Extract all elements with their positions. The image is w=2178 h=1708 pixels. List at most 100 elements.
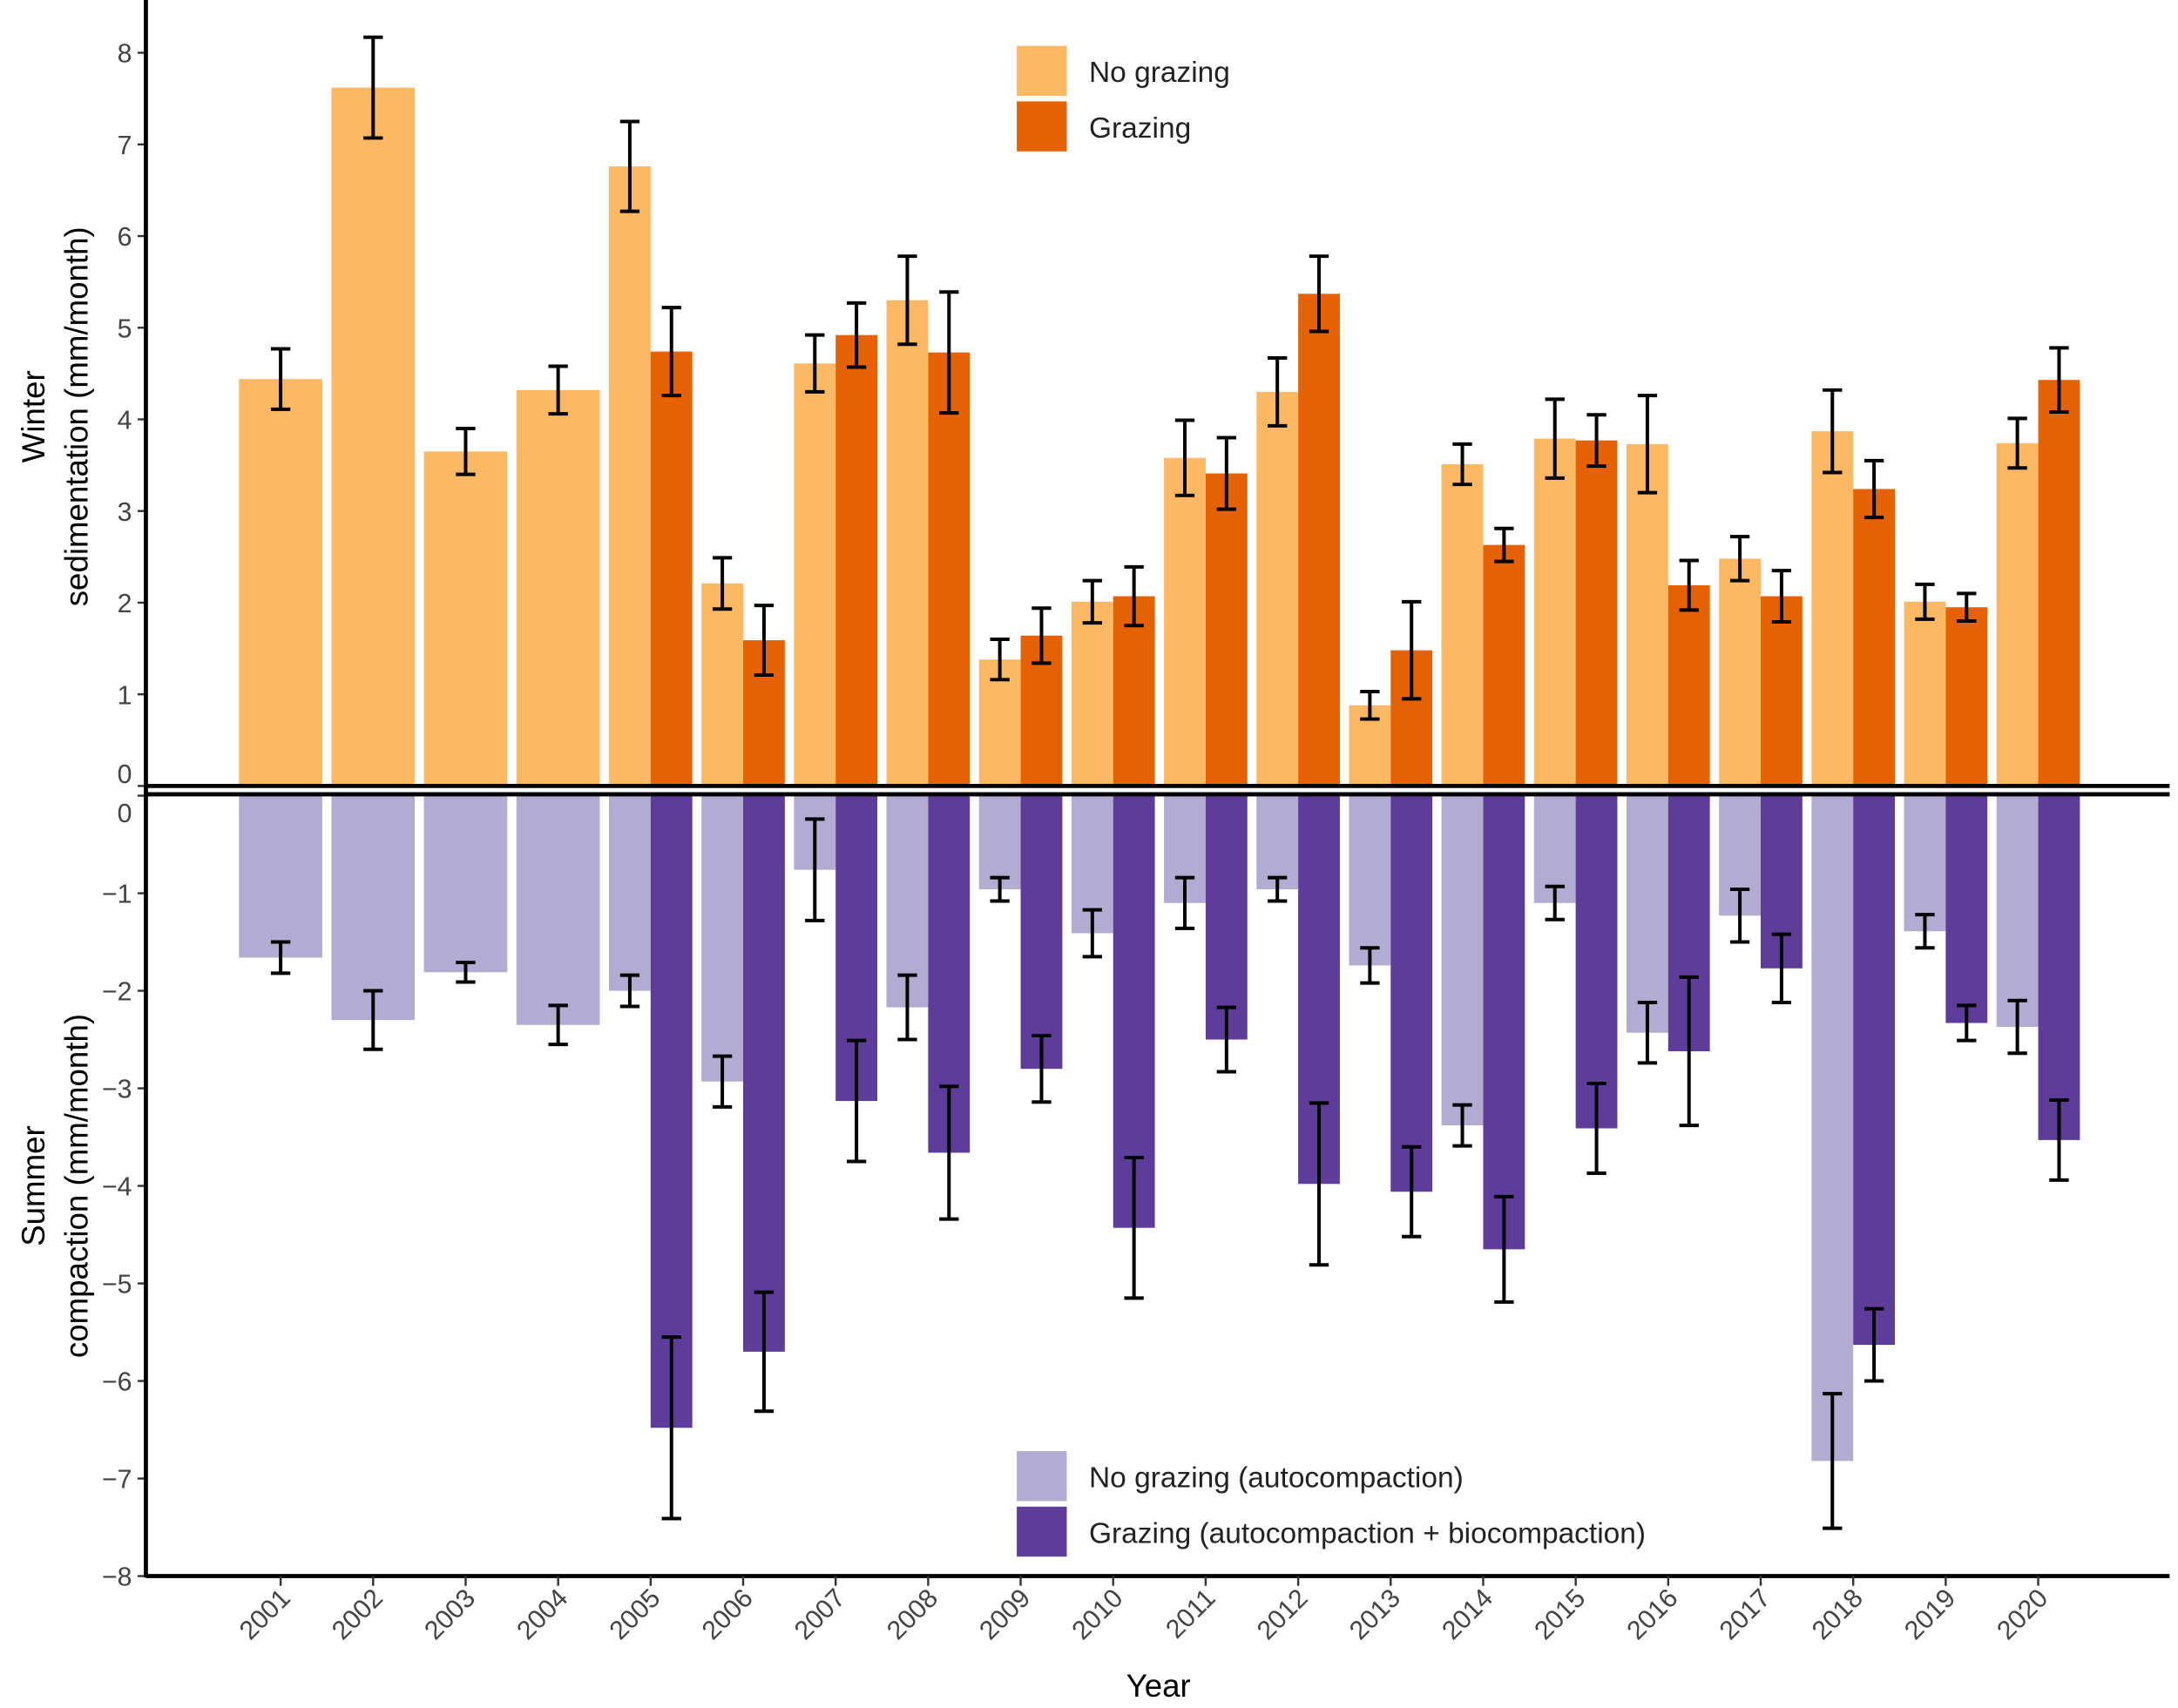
error-bar-summer-no-grazing-2001 (270, 940, 291, 976)
error-bar-summer-no-grazing-2012 (1268, 875, 1288, 903)
error-bar-winter-no-grazing-2006 (712, 556, 733, 611)
bar-winter-grazing-2012 (1298, 294, 1340, 786)
x-tick-label-2008: 2008 (882, 1583, 944, 1645)
legend-swatch-summer-1 (1017, 1506, 1067, 1557)
x-tick-label-2007: 2007 (789, 1583, 851, 1645)
error-bar-winter-grazing-2006 (754, 604, 774, 678)
y-tick-label-winter: 2 (118, 590, 132, 618)
x-tick-label-2018: 2018 (1807, 1583, 1869, 1645)
error-bar-winter-grazing-2020 (2049, 346, 2069, 415)
error-bar-winter-grazing-2009 (1032, 606, 1052, 665)
error-bar-summer-grazing-2015 (1586, 1081, 1606, 1175)
error-bar-winter-no-grazing-2001 (270, 347, 291, 411)
bar-summer-grazing-2013 (1390, 795, 1433, 1192)
bar-winter-no-grazing-2005 (609, 166, 651, 786)
error-bar-summer-no-grazing-2014 (1452, 1103, 1472, 1148)
y-tick-label-winter: 1 (118, 681, 132, 710)
error-bar-summer-grazing-2019 (1957, 1003, 1977, 1043)
error-bar-winter-grazing-2008 (939, 290, 959, 415)
error-bar-winter-grazing-2011 (1216, 435, 1236, 511)
bar-winter-grazing-2014 (1483, 544, 1525, 786)
error-bar-winter-no-grazing-2020 (2007, 416, 2027, 470)
bar-summer-no-grazing-2002 (331, 795, 416, 1021)
bar-winter-no-grazing-2002 (331, 87, 416, 786)
bar-winter-no-grazing-2011 (1164, 457, 1206, 786)
x-tick-label-2013: 2013 (1344, 1583, 1406, 1645)
legend-label-summer-0: No grazing (autocompaction) (1089, 1462, 1464, 1495)
error-bar-winter-no-grazing-2016 (1637, 394, 1658, 495)
y-axis-label-line: compaction (mm/month) (59, 1014, 95, 1358)
error-bar-winter-grazing-2005 (661, 306, 681, 398)
error-bar-winter-no-grazing-2013 (1360, 690, 1380, 721)
error-bar-summer-no-grazing-2008 (897, 973, 917, 1042)
bar-winter-no-grazing-2001 (239, 379, 322, 786)
y-tick-label-summer: −8 (102, 1563, 132, 1592)
y-axis-label-line: sedimentation (mm/month) (59, 226, 95, 606)
x-tick-label-2010: 2010 (1066, 1583, 1128, 1645)
error-bar-summer-no-grazing-2007 (805, 817, 825, 922)
error-bar-summer-grazing-2013 (1402, 1144, 1422, 1239)
error-bar-winter-no-grazing-2007 (805, 333, 825, 394)
error-bar-winter-no-grazing-2005 (619, 119, 640, 213)
y-tick-label-winter: 5 (118, 314, 132, 343)
error-bar-winter-no-grazing-2012 (1268, 355, 1288, 428)
bar-summer-grazing-2009 (1020, 795, 1063, 1070)
y-tick-label-summer: −2 (102, 978, 132, 1007)
bar-winter-grazing-2015 (1575, 440, 1618, 786)
y-tick-label-summer: −5 (102, 1271, 132, 1300)
error-bar-summer-no-grazing-2013 (1360, 946, 1380, 985)
error-bar-winter-grazing-2018 (1863, 458, 1884, 520)
x-tick-label-2011: 2011 (1160, 1583, 1221, 1644)
bar-winter-no-grazing-2019 (1904, 601, 1946, 786)
bar-winter-no-grazing-2006 (701, 583, 744, 786)
bar-summer-no-grazing-2018 (1811, 795, 1854, 1462)
bar-winter-no-grazing-2015 (1533, 438, 1576, 786)
error-bar-winter-grazing-2013 (1402, 599, 1422, 701)
error-bar-winter-grazing-2012 (1309, 254, 1329, 334)
bar-winter-no-grazing-2004 (516, 389, 600, 786)
legend-label-winter-0: No grazing (1089, 57, 1230, 89)
y-axis-label-line: Summer (16, 1125, 51, 1246)
error-bar-summer-grazing-2008 (939, 1084, 959, 1221)
error-bar-winter-no-grazing-2019 (1915, 582, 1935, 621)
error-bar-summer-no-grazing-2004 (548, 1003, 568, 1047)
bar-summer-no-grazing-2001 (239, 795, 322, 958)
error-bar-summer-grazing-2020 (2049, 1097, 2069, 1182)
error-bar-summer-no-grazing-2003 (456, 961, 476, 984)
bar-summer-grazing-2010 (1113, 795, 1155, 1228)
bar-summer-grazing-2019 (1945, 795, 1988, 1023)
error-bar-winter-grazing-2007 (846, 300, 867, 369)
bar-winter-no-grazing-2017 (1719, 558, 1762, 786)
error-bar-summer-grazing-2009 (1032, 1034, 1052, 1104)
bar-summer-no-grazing-2012 (1256, 795, 1299, 890)
bar-winter-no-grazing-2008 (886, 300, 929, 786)
error-bar-winter-no-grazing-2017 (1729, 535, 1750, 583)
error-bar-summer-grazing-2016 (1679, 975, 1699, 1128)
bar-summer-no-grazing-2019 (1904, 795, 1946, 932)
error-bar-winter-grazing-2019 (1957, 591, 1977, 623)
error-bar-winter-no-grazing-2015 (1545, 397, 1565, 480)
bar-summer-no-grazing-2020 (1996, 795, 2039, 1027)
error-bar-winter-no-grazing-2009 (990, 638, 1010, 682)
x-tick-label-2017: 2017 (1715, 1583, 1776, 1645)
y-tick-label-winter: 8 (118, 40, 132, 69)
error-bar-winter-no-grazing-2004 (548, 364, 568, 416)
bar-winter-grazing-2008 (928, 352, 971, 786)
error-bar-summer-no-grazing-2010 (1082, 908, 1102, 959)
x-tick-label-2003: 2003 (419, 1583, 481, 1645)
x-tick-label-2019: 2019 (1899, 1583, 1961, 1645)
y-axis-label-winter: Winter sedimentation (mm/month) (16, 226, 94, 606)
error-bar-winter-no-grazing-2014 (1452, 442, 1472, 487)
legend-swatch-winter-1 (1017, 101, 1067, 152)
bar-summer-no-grazing-2006 (701, 795, 744, 1082)
error-bar-summer-no-grazing-2011 (1174, 875, 1195, 930)
error-bar-summer-no-grazing-2002 (363, 989, 383, 1051)
y-tick-label-winter: 4 (118, 407, 132, 435)
error-bar-winter-no-grazing-2010 (1082, 578, 1102, 625)
legend-swatch-summer-0 (1017, 1451, 1067, 1502)
error-bar-winter-no-grazing-2008 (897, 254, 917, 347)
error-bar-summer-grazing-2018 (1863, 1306, 1884, 1383)
y-tick-label-summer: −3 (102, 1076, 132, 1104)
error-bar-summer-no-grazing-2006 (712, 1054, 733, 1109)
